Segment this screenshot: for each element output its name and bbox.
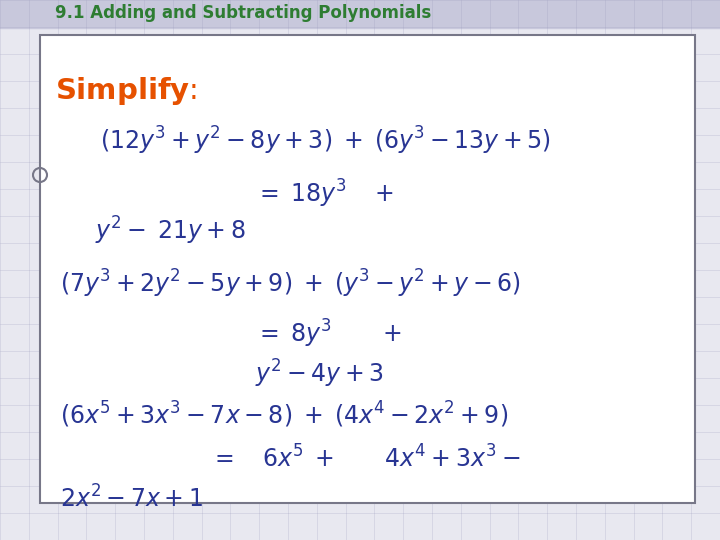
Text: $(12y^3 + y^2 - 8y + 3)\;+\;(6y^3 - 13y + 5)$: $(12y^3 + y^2 - 8y + 3)\;+\;(6y^3 - 13y …: [100, 125, 551, 157]
Text: $(7y^3 + 2y^2 - 5y + 9)\;+\;(y^3 - y^2 + y - 6)$: $(7y^3 + 2y^2 - 5y + 9)\;+\;(y^3 - y^2 +…: [60, 268, 521, 300]
Text: $=\;8y^3\qquad+$: $=\;8y^3\qquad+$: [255, 318, 402, 350]
Text: $y^2 - 4y + 3$: $y^2 - 4y + 3$: [255, 358, 384, 390]
Text: $2x^2 - 7x + 1$: $2x^2 - 7x + 1$: [60, 485, 203, 512]
Text: $=\quad 6x^5\;+\qquad 4x^4 + 3x^3 -$: $=\quad 6x^5\;+\qquad 4x^4 + 3x^3 -$: [210, 445, 521, 472]
FancyBboxPatch shape: [40, 35, 695, 503]
Text: $(6x^5 + 3x^3 - 7x - 8)\;+\;(4x^4 - 2x^2 + 9)$: $(6x^5 + 3x^3 - 7x - 8)\;+\;(4x^4 - 2x^2…: [60, 400, 508, 430]
Text: $y^2 -\;21y + 8$: $y^2 -\;21y + 8$: [95, 215, 246, 247]
Text: 9.1 Adding and Subtracting Polynomials: 9.1 Adding and Subtracting Polynomials: [55, 4, 431, 22]
Bar: [0, 0, 720, 28]
Text: $\bf{Simplify}$:: $\bf{Simplify}$:: [55, 75, 197, 107]
Text: $=\;18y^3\quad+$: $=\;18y^3\quad+$: [255, 178, 394, 210]
